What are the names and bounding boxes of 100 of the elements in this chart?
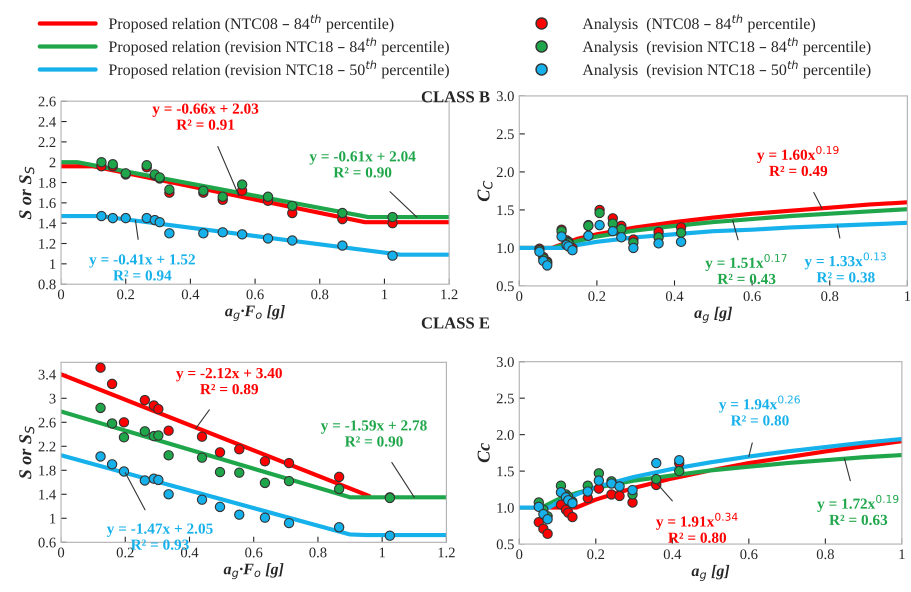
point bbox=[627, 484, 638, 496]
chart-title: CLASS E bbox=[422, 317, 490, 329]
point bbox=[96, 156, 107, 168]
point bbox=[140, 426, 150, 437]
x-tick-label: 1 bbox=[380, 548, 385, 558]
point bbox=[334, 472, 344, 482]
point bbox=[387, 212, 398, 222]
x-tick-label: 1 bbox=[904, 291, 910, 301]
point bbox=[140, 475, 150, 486]
y-tick-label: 1.4 bbox=[39, 218, 56, 228]
y-tick-label: 1.0 bbox=[497, 243, 514, 254]
y-tick-label: 0.5 bbox=[496, 281, 514, 292]
y-tick-label: 1.8 bbox=[39, 178, 56, 188]
y-tick-label: 1 bbox=[50, 514, 56, 524]
point bbox=[118, 432, 130, 443]
point bbox=[594, 220, 605, 230]
point bbox=[163, 489, 174, 500]
point bbox=[154, 216, 165, 228]
y-tick-label: 0.6 bbox=[38, 538, 56, 548]
point bbox=[153, 474, 164, 486]
point bbox=[384, 530, 396, 541]
x-tick-label: 0.4 bbox=[666, 291, 684, 302]
x-tick-label: 0 bbox=[516, 291, 522, 302]
point bbox=[337, 240, 348, 251]
y-tick-label: 2.5 bbox=[496, 129, 514, 140]
annotation: y = -0.61x + 2.04 R² = 0.90 bbox=[310, 151, 416, 178]
point bbox=[196, 494, 208, 505]
point bbox=[608, 226, 618, 236]
y-axis-title: Cc bbox=[478, 443, 490, 462]
point bbox=[262, 192, 274, 202]
x-tick-label: 0.4 bbox=[180, 548, 198, 558]
point bbox=[153, 430, 164, 441]
x-tick-label: 0.2 bbox=[117, 289, 134, 300]
x-tick-label: 0 bbox=[58, 548, 64, 558]
x-tick-label: 0.2 bbox=[116, 548, 134, 558]
point bbox=[164, 228, 175, 239]
y-axis-title: S or S$_{S}$ bbox=[19, 166, 34, 220]
y-tick-label: 2.2 bbox=[38, 137, 56, 148]
point bbox=[260, 456, 270, 466]
y-tick-label: 1.5 bbox=[497, 205, 514, 216]
x-tick-label: 0 bbox=[516, 549, 522, 560]
point bbox=[96, 210, 107, 222]
annotation: y = 1.72x$^{0.19}$ R² = 0.63 bbox=[817, 494, 898, 526]
point bbox=[653, 238, 664, 249]
point bbox=[218, 192, 228, 202]
annotation: y = -2.12x + 3.40 R² = 0.89 bbox=[176, 368, 282, 394]
point bbox=[674, 466, 684, 476]
y-tick-label: 2.4 bbox=[38, 116, 56, 127]
y-tick-label: 1 bbox=[50, 259, 56, 269]
y-tick-label: 1.0 bbox=[497, 502, 514, 513]
y-tick-label: 3.0 bbox=[496, 91, 514, 102]
point bbox=[582, 486, 593, 497]
x-tick-label: 0.8 bbox=[309, 548, 326, 558]
point bbox=[614, 490, 625, 502]
x-tick-label: 0.6 bbox=[245, 548, 262, 558]
point bbox=[95, 402, 106, 414]
point bbox=[337, 208, 348, 218]
x-tick-label: 0.4 bbox=[664, 549, 682, 560]
point bbox=[284, 458, 294, 468]
point bbox=[234, 509, 244, 520]
y-tick-label: 0.5 bbox=[496, 539, 514, 550]
point bbox=[284, 476, 294, 486]
legend-label: Analysis (revision NTC18 – 50$^{th}$ percentile) bbox=[582, 60, 870, 78]
x-axis-title: a$_{g}$ [g] bbox=[694, 306, 732, 323]
point bbox=[542, 260, 552, 271]
point bbox=[287, 235, 298, 246]
x-tick-label: 0.6 bbox=[740, 549, 758, 560]
legend-label: Proposed relation (revision NTC18 – 84$^{th}$ percentile) bbox=[108, 37, 449, 56]
point bbox=[262, 233, 274, 244]
point bbox=[284, 518, 294, 528]
point bbox=[196, 452, 208, 463]
point bbox=[106, 418, 118, 429]
annotation: y = 1.91x$^{0.34}$ R² = 0.80 bbox=[656, 512, 738, 543]
x-tick-label: 1.2 bbox=[438, 548, 455, 558]
point bbox=[616, 232, 627, 242]
annotation: y = 1.51x$^{0.17}$ R² = 0.43 bbox=[705, 254, 787, 284]
point bbox=[118, 466, 130, 477]
point bbox=[108, 212, 118, 224]
point bbox=[542, 528, 553, 540]
annotation: y = -1.59x + 2.78 R² = 0.90 bbox=[320, 420, 427, 447]
y-tick-label: 2.5 bbox=[496, 394, 514, 404]
point bbox=[163, 450, 174, 460]
point bbox=[236, 229, 248, 240]
annotation: y = 1.94x$^{0.26}$ R² = 0.80 bbox=[719, 395, 800, 426]
y-tick-label: 2.0 bbox=[496, 430, 514, 440]
point bbox=[674, 454, 684, 466]
x-axis-title: a$_{g}$·F$_{o}$ [g] bbox=[225, 305, 285, 322]
point bbox=[106, 378, 118, 390]
legend-label: Proposed relation (revision NTC18 – 50$^{th}$ percentile) bbox=[108, 60, 449, 78]
point bbox=[153, 404, 164, 414]
x-tick-label: 0.6 bbox=[246, 289, 264, 300]
y-tick-label: 3.0 bbox=[496, 357, 514, 367]
point bbox=[120, 212, 131, 224]
point bbox=[534, 502, 544, 512]
x-tick-label: 0.2 bbox=[587, 549, 604, 560]
point bbox=[118, 417, 130, 428]
point bbox=[260, 478, 270, 488]
point bbox=[651, 458, 662, 468]
x-tick-label: 1 bbox=[900, 549, 905, 560]
point bbox=[214, 466, 226, 478]
